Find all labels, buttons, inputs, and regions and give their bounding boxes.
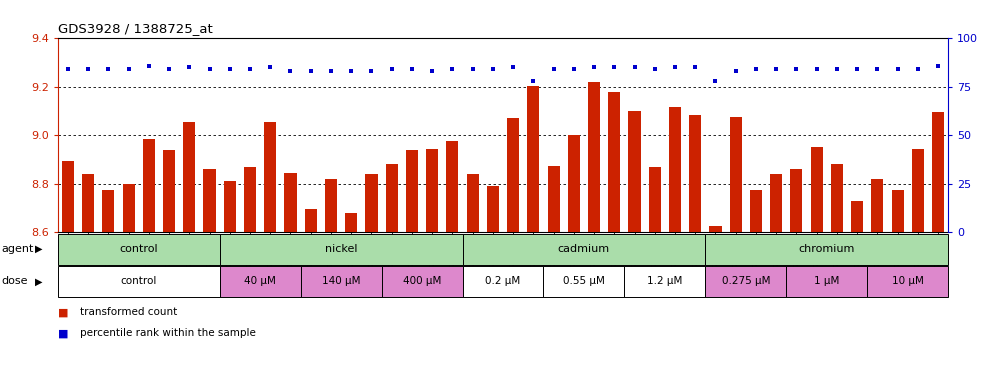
Bar	[831, 164, 843, 232]
Bar	[366, 174, 377, 232]
Bar	[385, 164, 397, 232]
Text: control: control	[121, 276, 157, 286]
Bar	[462, 234, 705, 265]
Bar	[405, 150, 418, 232]
Bar	[609, 92, 621, 232]
Bar	[669, 108, 681, 232]
Bar	[851, 201, 864, 232]
Text: transformed count: transformed count	[80, 307, 177, 317]
Bar	[705, 234, 948, 265]
Text: ■: ■	[58, 328, 69, 338]
Text: ▶: ▶	[35, 276, 43, 286]
Text: GDS3928 / 1388725_at: GDS3928 / 1388725_at	[58, 22, 212, 35]
Bar	[325, 179, 337, 232]
Bar	[624, 266, 705, 297]
Bar	[487, 186, 499, 232]
Bar	[103, 190, 115, 232]
Bar	[462, 266, 544, 297]
Bar	[709, 226, 721, 232]
Bar	[770, 174, 782, 232]
Bar	[142, 139, 155, 232]
Bar	[786, 266, 868, 297]
Text: 0.55 μM: 0.55 μM	[563, 276, 605, 286]
Bar	[548, 166, 560, 232]
Bar	[183, 122, 195, 232]
Bar	[163, 150, 175, 232]
Bar	[426, 149, 438, 232]
Text: percentile rank within the sample: percentile rank within the sample	[80, 328, 256, 338]
Text: 40 μM: 40 μM	[244, 276, 276, 286]
Text: nickel: nickel	[325, 244, 358, 254]
Text: agent: agent	[1, 244, 34, 254]
Bar	[220, 234, 462, 265]
Text: 1 μM: 1 μM	[814, 276, 840, 286]
Text: 400 μM: 400 μM	[402, 276, 441, 286]
Bar	[58, 234, 220, 265]
Bar	[588, 82, 601, 232]
Bar	[868, 266, 948, 297]
Bar	[381, 266, 462, 297]
Bar	[203, 169, 215, 232]
Bar	[750, 190, 762, 232]
Bar	[648, 167, 660, 232]
Bar	[791, 169, 803, 232]
Bar	[58, 266, 220, 297]
Bar	[264, 122, 276, 232]
Bar	[466, 174, 479, 232]
Text: control: control	[120, 244, 158, 254]
Text: 0.275 μM: 0.275 μM	[721, 276, 770, 286]
Bar	[527, 86, 540, 232]
Text: ▶: ▶	[35, 244, 43, 254]
Bar	[346, 213, 358, 232]
Bar	[244, 167, 256, 232]
Bar	[705, 266, 786, 297]
Bar	[62, 161, 74, 232]
Bar	[911, 149, 924, 232]
Text: 0.2 μM: 0.2 μM	[485, 276, 521, 286]
Bar	[82, 174, 95, 232]
Text: 140 μM: 140 μM	[322, 276, 361, 286]
Bar	[224, 181, 236, 232]
Bar	[932, 113, 944, 232]
Bar	[301, 266, 381, 297]
Bar	[544, 266, 624, 297]
Text: 10 μM: 10 μM	[891, 276, 923, 286]
Text: 1.2 μM: 1.2 μM	[647, 276, 682, 286]
Bar	[220, 266, 301, 297]
Bar	[123, 184, 134, 232]
Text: ■: ■	[58, 307, 69, 317]
Text: dose: dose	[1, 276, 28, 286]
Bar	[872, 179, 883, 232]
Bar	[628, 111, 640, 232]
Bar	[568, 135, 580, 232]
Text: chromium: chromium	[799, 244, 855, 254]
Bar	[811, 147, 823, 232]
Bar	[305, 209, 317, 232]
Bar	[730, 117, 742, 232]
Bar	[446, 141, 458, 232]
Bar	[689, 115, 701, 232]
Bar	[507, 118, 519, 232]
Bar	[891, 190, 903, 232]
Text: cadmium: cadmium	[558, 244, 610, 254]
Bar	[285, 173, 297, 232]
